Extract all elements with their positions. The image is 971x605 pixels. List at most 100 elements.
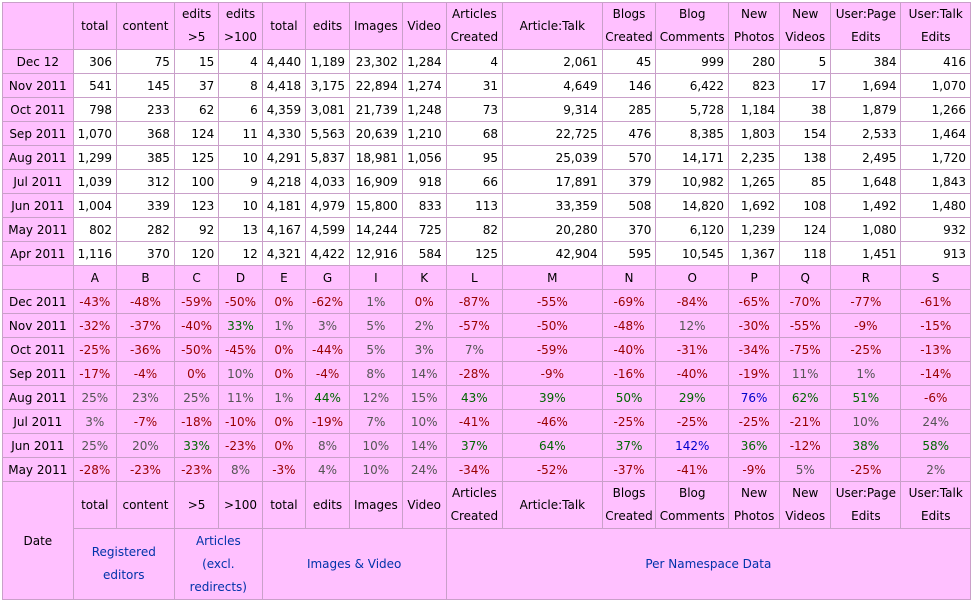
percent-cell: -10% bbox=[218, 409, 263, 434]
percent-cell: -34% bbox=[445, 457, 504, 482]
data-cell: 13 bbox=[218, 217, 263, 242]
date-column-label: Date bbox=[2, 481, 74, 600]
percent-cell: 0% bbox=[401, 289, 447, 314]
percent-cell: 7% bbox=[349, 409, 403, 434]
data-cell: 4,418 bbox=[261, 73, 307, 98]
group-label: Per Namespace Data bbox=[445, 528, 971, 600]
table-row: Nov 2011 541 145 37 8 4,418 3,175 22,894 1,274 31… bbox=[2, 73, 971, 98]
data-cell: 124 bbox=[779, 217, 832, 242]
data-cell: 9 bbox=[218, 169, 263, 194]
percent-row: May 2011 -28% -23% -23% 8% -3% 4% 10% 24% -34% -52… bbox=[2, 457, 971, 482]
row-date-label: Jul 2011 bbox=[2, 169, 74, 194]
percent-cell: -4% bbox=[115, 361, 175, 386]
percent-cell: -70% bbox=[779, 289, 832, 314]
data-cell: 312 bbox=[115, 169, 175, 194]
column-letter: G bbox=[305, 265, 350, 290]
data-cell: 22,725 bbox=[502, 121, 603, 146]
data-cell: 6 bbox=[218, 97, 263, 122]
percent-cell: -21% bbox=[779, 409, 832, 434]
header-text: edits bbox=[312, 497, 343, 512]
header-text: Images bbox=[353, 18, 398, 33]
data-cell: 1,070 bbox=[72, 121, 117, 146]
percent-cell: 7% bbox=[445, 337, 504, 362]
header-text: User:Talk bbox=[908, 486, 963, 500]
data-cell: 4,599 bbox=[305, 217, 350, 242]
data-cell: 125 bbox=[445, 241, 504, 266]
percent-cell: 0% bbox=[261, 289, 307, 314]
percent-cell: -48% bbox=[115, 289, 175, 314]
data-cell: 75 bbox=[115, 49, 175, 74]
percent-cell: -28% bbox=[72, 457, 117, 482]
header-text: Articles bbox=[451, 7, 497, 21]
row-date-label: Nov 2011 bbox=[2, 73, 74, 98]
percent-cell: -40% bbox=[655, 361, 730, 386]
percent-cell: -87% bbox=[445, 289, 504, 314]
header-text: Articles bbox=[195, 533, 241, 548]
data-cell: 9,314 bbox=[502, 97, 603, 122]
percent-cell: 14% bbox=[401, 361, 447, 386]
data-cell: 16,909 bbox=[349, 169, 403, 194]
data-cell: 4,979 bbox=[305, 193, 350, 218]
data-cell: 2,495 bbox=[830, 145, 902, 170]
column-header: content bbox=[115, 2, 175, 50]
data-cell: 1,265 bbox=[728, 169, 781, 194]
data-cell: 1,694 bbox=[830, 73, 902, 98]
percent-cell: -13% bbox=[900, 337, 971, 362]
data-cell: 370 bbox=[601, 217, 657, 242]
column-header: User:Talk Edits bbox=[900, 2, 971, 50]
percent-cell: -52% bbox=[502, 457, 603, 482]
data-cell: 4,422 bbox=[305, 241, 350, 266]
percent-cell: -44% bbox=[305, 337, 350, 362]
percent-cell: -9% bbox=[830, 313, 902, 338]
data-cell: 280 bbox=[728, 49, 781, 74]
data-cell: 1,464 bbox=[900, 121, 971, 146]
percent-cell: -25% bbox=[830, 457, 902, 482]
header-text: Edits bbox=[851, 509, 881, 523]
header-text: Blog bbox=[678, 486, 706, 500]
data-cell: 5,563 bbox=[305, 121, 350, 146]
header-text: Photos bbox=[733, 30, 775, 44]
data-cell: 233 bbox=[115, 97, 175, 122]
corner-cell bbox=[2, 2, 74, 50]
data-cell: 15,800 bbox=[349, 193, 403, 218]
data-cell: 1,070 bbox=[900, 73, 971, 98]
percent-cell: 20% bbox=[115, 433, 175, 458]
table-row: Jul 2011 1,039 312 100 9 4,218 4,033 16,909 918 6… bbox=[2, 169, 971, 194]
data-cell: 22,894 bbox=[349, 73, 403, 98]
table-row: Aug 2011 1,299 385 125 10 4,291 5,837 18,981 1,0… bbox=[2, 145, 971, 170]
data-cell: 10 bbox=[218, 145, 263, 170]
percent-cell: -31% bbox=[655, 337, 730, 362]
data-cell: 66 bbox=[445, 169, 504, 194]
percent-cell: -16% bbox=[601, 361, 657, 386]
header-text: Created bbox=[450, 509, 499, 523]
header-text: New bbox=[792, 7, 819, 21]
header-text: Created bbox=[450, 30, 499, 44]
header-text: total bbox=[270, 18, 298, 33]
column-header: New Photos bbox=[728, 2, 781, 50]
header-text: Blog bbox=[678, 7, 706, 21]
data-cell: 918 bbox=[401, 169, 447, 194]
data-cell: 4,167 bbox=[261, 217, 307, 242]
row-date-label: Dec 2011 bbox=[2, 289, 74, 314]
percent-cell: 43% bbox=[445, 385, 504, 410]
row-date-label: Aug 2011 bbox=[2, 145, 74, 170]
data-cell: 4,033 bbox=[305, 169, 350, 194]
column-header: Images bbox=[349, 2, 403, 50]
percent-cell: 0% bbox=[261, 337, 307, 362]
header-text: Article:Talk bbox=[519, 497, 586, 512]
data-cell: 17 bbox=[779, 73, 832, 98]
row-date-label: May 2011 bbox=[2, 217, 74, 242]
header-text: Videos bbox=[785, 509, 826, 523]
percent-cell: 3% bbox=[305, 313, 350, 338]
percent-cell: 3% bbox=[72, 409, 117, 434]
table-row: Sep 2011 1,070 368 124 11 4,330 5,563 20,639 1,2… bbox=[2, 121, 971, 146]
percent-cell: -40% bbox=[601, 337, 657, 362]
percent-cell: -45% bbox=[218, 337, 263, 362]
data-cell: 6,120 bbox=[655, 217, 730, 242]
percent-cell: 0% bbox=[173, 361, 220, 386]
percent-cell: 0% bbox=[261, 409, 307, 434]
header-text: edits bbox=[225, 7, 256, 21]
percent-cell: 5% bbox=[779, 457, 832, 482]
